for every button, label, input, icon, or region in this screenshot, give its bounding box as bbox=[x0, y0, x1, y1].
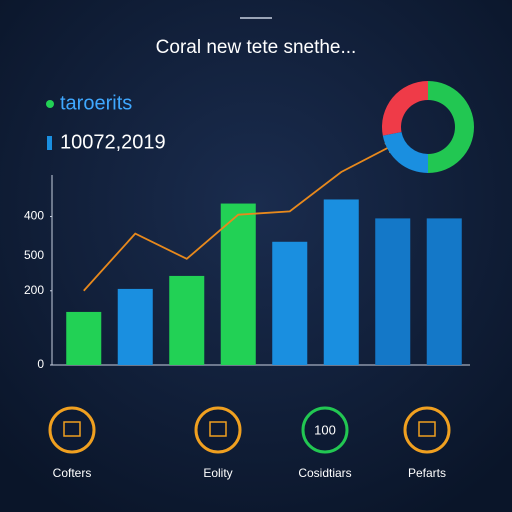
trend-line bbox=[83, 145, 393, 292]
icon-ring bbox=[48, 406, 96, 454]
chart-title: Coral new tete snethe... bbox=[156, 37, 357, 58]
donut-slice bbox=[428, 81, 474, 173]
legend-label: taroerits bbox=[60, 92, 132, 114]
legend-swatch bbox=[46, 100, 54, 108]
icon-label: Pefarts bbox=[408, 466, 446, 480]
bar bbox=[117, 288, 153, 365]
icon-label: Eolity bbox=[203, 466, 232, 480]
icon-glyph bbox=[209, 421, 227, 437]
y-tick-label: 200 bbox=[24, 283, 44, 297]
legend-label: 10072,2019 bbox=[60, 131, 166, 153]
bar bbox=[375, 218, 411, 365]
icon-ring bbox=[194, 406, 242, 454]
bar bbox=[426, 218, 462, 365]
y-tick-label: 400 bbox=[24, 209, 44, 223]
bar bbox=[220, 203, 256, 365]
icon-glyph bbox=[63, 421, 81, 437]
bar bbox=[66, 311, 102, 365]
icon-label: Cofters bbox=[53, 466, 92, 480]
icon-glyph bbox=[418, 421, 436, 437]
y-tick-label: 500 bbox=[24, 248, 44, 262]
bar bbox=[323, 199, 359, 365]
icon-ring bbox=[403, 406, 451, 454]
y-tick-label: 0 bbox=[37, 357, 44, 371]
donut-slice bbox=[382, 132, 428, 173]
legend-swatch bbox=[47, 136, 52, 150]
icon-value: 100 bbox=[314, 422, 336, 437]
bar bbox=[272, 241, 308, 365]
bar bbox=[169, 275, 205, 365]
icon-ring bbox=[301, 406, 349, 454]
donut-slice bbox=[381, 81, 428, 136]
icon-label: Cosidtiars bbox=[298, 466, 351, 480]
